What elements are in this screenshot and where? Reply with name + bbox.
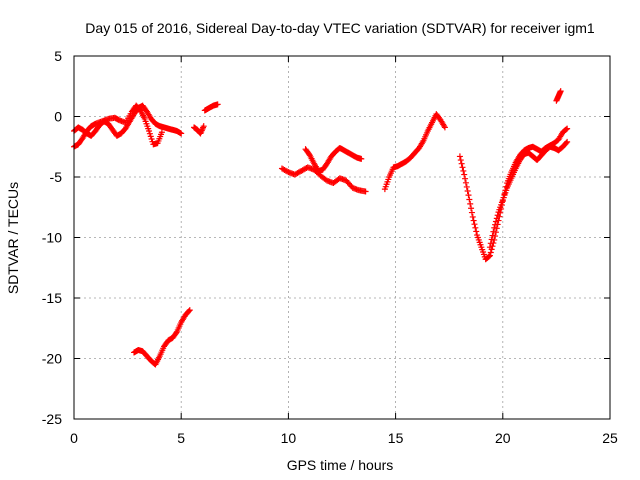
x-tick-label: 20: [495, 430, 511, 446]
data-point: [557, 88, 564, 95]
data-points: [71, 88, 571, 368]
x-tick-label: 25: [602, 430, 618, 446]
x-tick-label: 15: [388, 430, 404, 446]
data-point: [473, 228, 480, 235]
y-tick-label: -10: [42, 230, 62, 246]
data-point: [173, 330, 180, 337]
data-point: [564, 125, 571, 132]
data-point: [158, 129, 165, 136]
chart-title: Day 015 of 2016, Sidereal Day-to-day VTE…: [85, 20, 595, 36]
data-point: [486, 252, 493, 259]
x-axis-label: GPS time / hours: [287, 457, 394, 473]
data-point: [563, 126, 570, 133]
data-point: [462, 175, 469, 182]
data-point: [461, 171, 468, 178]
y-tick-label: -15: [42, 290, 62, 306]
data-point: [147, 133, 154, 140]
data-point: [486, 253, 493, 260]
data-point: [463, 183, 470, 190]
data-series: [381, 111, 448, 193]
data-point: [490, 228, 497, 235]
data-point: [467, 200, 474, 207]
data-point: [564, 138, 571, 145]
data-point: [469, 213, 476, 220]
data-series: [486, 138, 571, 251]
grid: [74, 56, 610, 419]
data-point: [494, 212, 501, 219]
data-series: [131, 307, 193, 368]
data-point: [362, 188, 369, 195]
data-point: [200, 123, 207, 130]
data-point: [358, 155, 365, 162]
data-point: [456, 153, 463, 160]
data-point: [486, 244, 493, 251]
y-tick-label: -25: [42, 411, 62, 427]
data-point: [459, 164, 466, 171]
axis-ticks: 0 5 10 15 20 25 -25 -20 -15 -10 -5 0 5: [42, 48, 618, 446]
data-point: [186, 307, 193, 314]
y-tick-label: 0: [54, 109, 62, 125]
data-point: [146, 128, 153, 135]
data-series: [201, 101, 221, 114]
data-point: [146, 130, 153, 137]
data-series: [278, 164, 369, 195]
data-series: [71, 102, 185, 139]
data-point: [464, 188, 471, 195]
data-series: [302, 144, 365, 174]
data-point: [185, 308, 192, 315]
data-point: [468, 209, 475, 216]
plot-border: [73, 55, 611, 420]
data-series: [553, 88, 564, 104]
data-point: [489, 232, 496, 239]
data-point: [471, 221, 478, 228]
x-tick-label: 10: [281, 430, 297, 446]
data-point: [491, 224, 498, 231]
data-point: [470, 217, 477, 224]
data-point: [441, 124, 448, 131]
x-tick-label: 5: [177, 430, 185, 446]
data-point: [468, 205, 475, 212]
data-point: [488, 236, 495, 243]
data-point: [466, 196, 473, 203]
data-point: [563, 139, 570, 146]
data-point: [472, 224, 479, 231]
data-point: [487, 249, 494, 256]
data-point: [462, 179, 469, 186]
y-tick-label: -5: [50, 169, 63, 185]
data-point: [148, 136, 155, 143]
y-tick-label: -20: [42, 351, 62, 367]
data-point: [465, 192, 472, 199]
data-point: [458, 160, 465, 167]
y-axis-label: SDTVAR / TECUs: [5, 182, 21, 294]
data-point: [492, 218, 499, 225]
y-tick-label: 5: [54, 48, 62, 64]
data-point: [178, 130, 185, 137]
data-point: [487, 240, 494, 247]
data-point: [493, 215, 500, 222]
data-point: [214, 101, 221, 108]
data-series: [191, 123, 207, 137]
data-point: [492, 221, 499, 228]
data-point: [457, 157, 464, 164]
data-point: [460, 167, 467, 174]
x-tick-label: 0: [70, 430, 78, 446]
